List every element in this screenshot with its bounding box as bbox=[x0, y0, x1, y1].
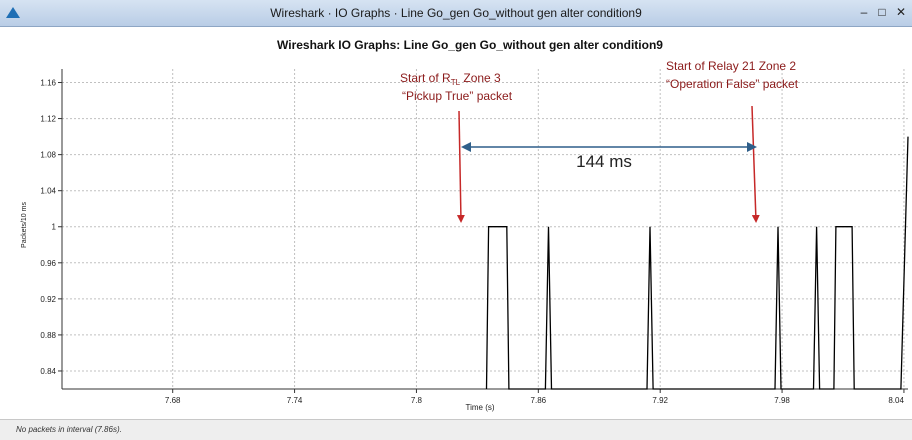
annotation-rtl-subscript: TL bbox=[451, 78, 461, 87]
close-button[interactable]: ✕ bbox=[895, 5, 907, 19]
y-tick-label: 1.16 bbox=[40, 79, 56, 88]
operation-false-arrow bbox=[751, 105, 760, 223]
y-tick-label: 0.96 bbox=[40, 259, 56, 268]
series-line bbox=[485, 136, 909, 390]
y-axis-label: Packets/10 ms bbox=[21, 202, 28, 248]
y-tick-labels: 0.84 0.88 0.92 0.96 1 1.04 1.08 1.12 1.16 bbox=[40, 79, 62, 376]
interval-label: 144 ms bbox=[576, 152, 632, 171]
x-tick-label: 7.68 bbox=[165, 396, 181, 405]
wireshark-logo-icon bbox=[6, 7, 20, 18]
x-tick-label: 7.8 bbox=[411, 396, 423, 405]
y-tick-label: 0.88 bbox=[40, 331, 56, 340]
status-text: No packets in interval (7.86s). bbox=[16, 425, 122, 434]
y-tick-label: 1.12 bbox=[40, 115, 56, 124]
x-tick-label: 7.74 bbox=[287, 396, 303, 405]
window-title: Wireshark · IO Graphs · Line Go_gen Go_w… bbox=[270, 6, 642, 20]
wireshark-fin-shape bbox=[6, 7, 20, 18]
annotation-operation-false: “Operation False” packet bbox=[666, 77, 799, 91]
x-tick-labels: 7.68 7.74 7.8 7.86 7.92 7.98 8.04 bbox=[165, 389, 904, 405]
maximize-button[interactable]: □ bbox=[878, 5, 886, 19]
x-axis-label: Time (s) bbox=[465, 403, 494, 412]
x-tick-label: 8.04 bbox=[888, 396, 904, 405]
y-tick-label: 1.08 bbox=[40, 151, 56, 160]
y-tick-label: 1.04 bbox=[40, 187, 56, 196]
annotation-rtl-prefix: Start of R bbox=[400, 71, 451, 85]
y-tick-label: 0.84 bbox=[40, 367, 56, 376]
pickup-true-arrow bbox=[456, 110, 465, 223]
y-tick-label: 0.92 bbox=[40, 295, 56, 304]
status-bar: No packets in interval (7.86s). bbox=[0, 419, 912, 440]
y-tick-label: 1 bbox=[52, 223, 57, 232]
annotation-rtl-line1: Start of RTL Zone 3 bbox=[400, 71, 501, 87]
annotation-relay21-line1: Start of Relay 21 Zone 2 bbox=[666, 59, 796, 73]
grid-layer bbox=[62, 69, 908, 389]
annotation-pickup-true: “Pickup True” packet bbox=[402, 89, 513, 103]
x-tick-label: 7.98 bbox=[774, 396, 790, 405]
x-tick-label: 7.86 bbox=[531, 396, 547, 405]
chart-title: Wireshark IO Graphs: Line Go_gen Go_with… bbox=[277, 38, 663, 52]
x-tick-label: 7.92 bbox=[652, 396, 668, 405]
annotation-rtl-suffix: Zone 3 bbox=[460, 71, 501, 85]
io-graph-panel: Wireshark IO Graphs: Line Go_gen Go_with… bbox=[0, 27, 912, 419]
title-bar[interactable]: Wireshark · IO Graphs · Line Go_gen Go_w… bbox=[0, 0, 912, 27]
minimize-button[interactable]: – bbox=[860, 5, 868, 19]
io-graph-chart: Wireshark IO Graphs: Line Go_gen Go_with… bbox=[21, 38, 909, 412]
